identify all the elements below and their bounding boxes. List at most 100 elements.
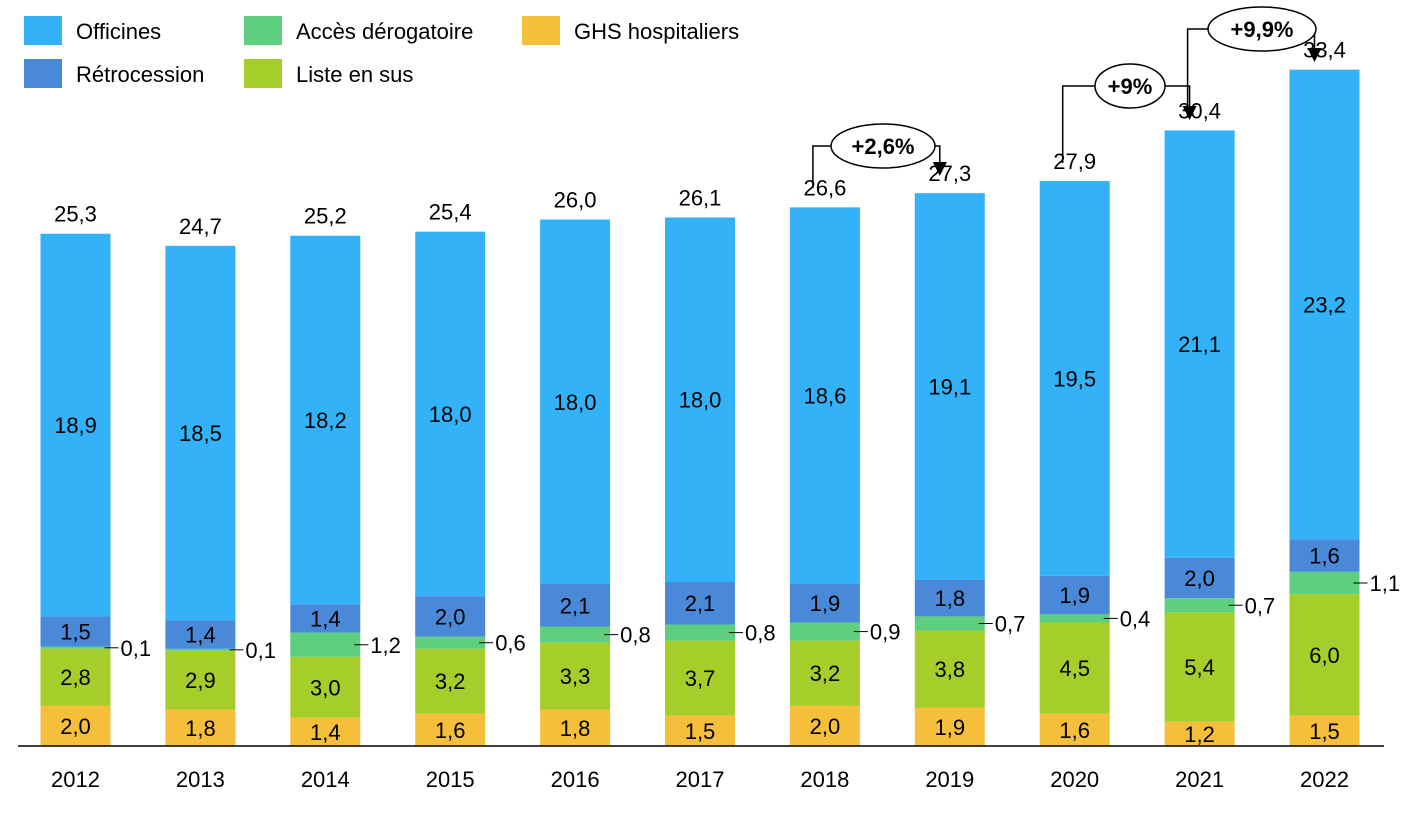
bar-ghs-hospitaliers-2016	[540, 709, 611, 746]
bar-retrocession-2015	[415, 596, 486, 637]
bar-officines-2012	[40, 233, 111, 617]
bar-ghs-hospitaliers-2021	[1164, 721, 1235, 746]
data-label-retrocession-2022: 1,6	[1309, 544, 1340, 569]
bar-liste-en-sus-2022	[1289, 594, 1360, 716]
total-label-2016: 26,0	[554, 188, 597, 213]
total-label-2017: 26,1	[679, 185, 722, 210]
bar-liste-en-sus-2018	[789, 640, 860, 706]
data-label-liste-en-sus-2017: 3,7	[685, 666, 716, 691]
growth-bubble-2018-2019	[830, 123, 936, 169]
data-label-liste-en-sus-2022: 6,0	[1309, 643, 1340, 668]
bar-retrocession-2016	[540, 584, 611, 627]
data-label-liste-en-sus-2014: 3,0	[310, 675, 341, 700]
legend-swatch-ghs-hospitaliers	[522, 16, 560, 45]
data-label-liste-en-sus-2020: 4,5	[1059, 656, 1090, 681]
bar-retrocession-2018	[789, 584, 860, 623]
x-tick-2021: 2021	[1175, 767, 1224, 792]
legend-swatch-liste-en-sus	[244, 59, 282, 88]
bar-retrocession-2014	[290, 604, 361, 633]
data-label-acces-derogatoire-2013: 0,1	[245, 638, 276, 663]
bar-ghs-hospitaliers-2012	[40, 705, 111, 746]
data-label-retrocession-2018: 1,9	[810, 591, 841, 616]
bar-retrocession-2022	[1289, 539, 1360, 572]
data-label-retrocession-2014: 1,4	[310, 606, 341, 631]
data-label-ghs-hospitaliers-2020: 1,6	[1059, 718, 1090, 743]
bar-acces-derogatoire-2018	[789, 622, 860, 641]
data-label-liste-en-sus-2016: 3,3	[560, 664, 591, 689]
bar-retrocession-2012	[40, 616, 111, 647]
data-label-officines-2017: 18,0	[679, 388, 722, 413]
legend-swatch-officines	[24, 16, 62, 45]
bar-retrocession-2019	[914, 579, 985, 617]
bar-acces-derogatoire-2014	[290, 632, 361, 657]
x-tick-2020: 2020	[1050, 767, 1099, 792]
total-label-2015: 25,4	[429, 200, 472, 225]
data-label-acces-derogatoire-2018: 0,9	[870, 620, 901, 645]
total-label-2013: 24,7	[179, 214, 222, 239]
data-label-ghs-hospitaliers-2018: 2,0	[810, 714, 841, 739]
bar-liste-en-sus-2012	[40, 648, 111, 706]
data-label-officines-2022: 23,2	[1303, 293, 1346, 318]
data-label-acces-derogatoire-2016: 0,8	[620, 623, 651, 648]
data-label-officines-2018: 18,6	[803, 384, 846, 409]
bar-liste-en-sus-2014	[290, 656, 361, 718]
total-label-2021: 30,4	[1178, 98, 1221, 123]
bar-liste-en-sus-2019	[914, 630, 985, 708]
bar-acces-derogatoire-2016	[540, 626, 611, 643]
bar-liste-en-sus-2016	[540, 642, 611, 710]
data-label-acces-derogatoire-2019: 0,7	[995, 611, 1026, 636]
data-label-retrocession-2019: 1,8	[935, 586, 966, 611]
bar-liste-en-sus-2015	[415, 648, 486, 714]
data-label-retrocession-2020: 1,9	[1059, 583, 1090, 608]
bar-acces-derogatoire-2022	[1289, 571, 1360, 595]
data-label-ghs-hospitaliers-2014: 1,4	[310, 720, 341, 745]
data-label-liste-en-sus-2021: 5,4	[1184, 655, 1215, 680]
data-label-officines-2019: 19,1	[928, 375, 971, 400]
total-label-2012: 25,3	[54, 202, 97, 227]
legend-label-ghs-hospitaliers: GHS hospitaliers	[574, 19, 739, 44]
data-label-officines-2020: 19,5	[1053, 366, 1096, 391]
x-tick-2012: 2012	[51, 767, 100, 792]
x-tick-2019: 2019	[925, 767, 974, 792]
total-label-2020: 27,9	[1053, 149, 1096, 174]
growth-arrowhead-2021-2022	[1307, 48, 1322, 62]
data-label-retrocession-2021: 2,0	[1184, 566, 1215, 591]
bar-liste-en-sus-2013	[165, 650, 236, 710]
data-label-officines-2015: 18,0	[429, 402, 472, 427]
x-tick-2013: 2013	[176, 767, 225, 792]
bar-officines-2019	[914, 193, 985, 580]
growth-label-2021-2022: +9,9%	[1231, 17, 1294, 42]
data-label-ghs-hospitaliers-2012: 2,0	[60, 714, 91, 739]
data-label-ghs-hospitaliers-2022: 1,5	[1309, 719, 1340, 744]
bar-retrocession-2020	[1039, 575, 1110, 615]
data-label-acces-derogatoire-2014: 1,2	[370, 633, 401, 658]
data-label-liste-en-sus-2015: 3,2	[435, 669, 466, 694]
bar-acces-derogatoire-2017	[665, 624, 735, 641]
data-label-retrocession-2017: 2,1	[685, 591, 716, 616]
data-label-liste-en-sus-2012: 2,8	[60, 665, 91, 690]
bar-acces-derogatoire-2020	[1039, 614, 1110, 623]
x-tick-2016: 2016	[551, 767, 600, 792]
data-label-ghs-hospitaliers-2015: 1,6	[435, 718, 466, 743]
data-label-acces-derogatoire-2021: 0,7	[1245, 593, 1276, 618]
bar-ghs-hospitaliers-2018	[789, 705, 860, 746]
data-label-ghs-hospitaliers-2017: 1,5	[685, 719, 716, 744]
legend-label-acces-derogatoire: Accès dérogatoire	[296, 19, 473, 44]
data-label-acces-derogatoire-2022: 1,1	[1370, 571, 1401, 596]
bar-retrocession-2021	[1164, 557, 1235, 599]
bar-ghs-hospitaliers-2019	[914, 707, 985, 746]
bar-officines-2022	[1289, 69, 1360, 540]
data-label-ghs-hospitaliers-2013: 1,8	[185, 716, 216, 741]
data-label-retrocession-2013: 1,4	[185, 623, 216, 648]
legend-label-liste-en-sus: Liste en sus	[296, 62, 413, 87]
legend-swatch-retrocession	[24, 59, 62, 88]
bar-ghs-hospitaliers-2013	[165, 709, 236, 746]
x-tick-2015: 2015	[426, 767, 475, 792]
data-label-ghs-hospitaliers-2021: 1,2	[1184, 722, 1215, 747]
bar-liste-en-sus-2021	[1164, 612, 1235, 722]
data-label-acces-derogatoire-2015: 0,6	[495, 631, 526, 656]
bar-retrocession-2017	[665, 581, 735, 625]
bar-ghs-hospitaliers-2022	[1289, 715, 1360, 746]
